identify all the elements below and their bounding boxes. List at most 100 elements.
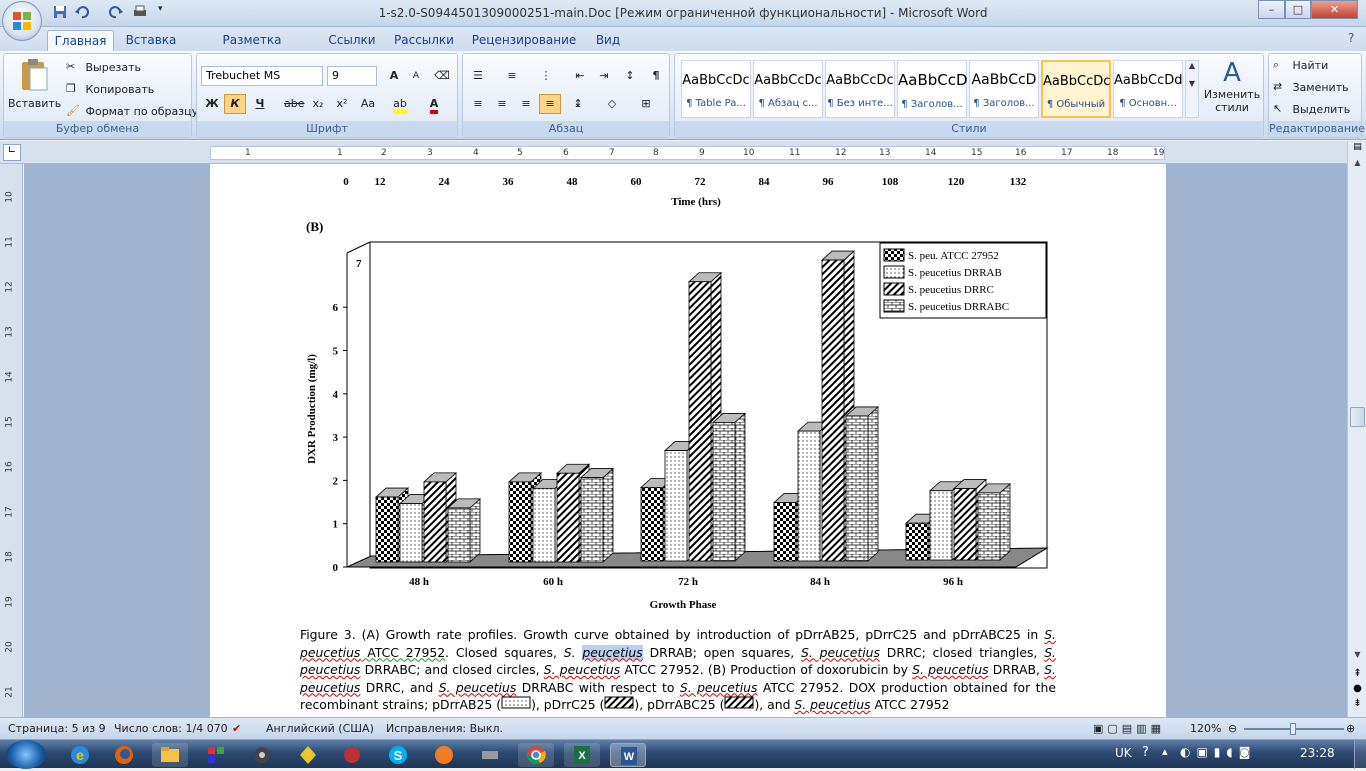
format-painter-button[interactable]: 🖌 Формат по образцу: [66, 104, 198, 120]
browse-object-icon[interactable]: ●: [1353, 683, 1362, 694]
superscript-button[interactable]: x²: [336, 97, 348, 110]
borders-icon[interactable]: ⊞: [641, 97, 651, 110]
style-heading-1[interactable]: AaBbCcD ¶ Заголов...: [897, 60, 968, 118]
zoom-level[interactable]: 120%: [1190, 722, 1222, 735]
chrome-icon[interactable]: [518, 743, 554, 767]
replace-button[interactable]: ⇄ Заменить: [1273, 80, 1349, 96]
app-icon[interactable]: [198, 743, 234, 767]
tab-references[interactable]: Ссылки: [328, 33, 376, 47]
decrease-indent-icon[interactable]: ⇤: [575, 69, 585, 82]
align-center-icon[interactable]: ≡: [497, 97, 507, 110]
help-tray-icon[interactable]: ?: [1142, 745, 1149, 760]
qat-customize-icon[interactable]: ▾: [158, 4, 163, 14]
style-heading-2[interactable]: AaBbCcD ¶ Заголов...: [969, 60, 1039, 118]
scroll-down-icon[interactable]: ▼: [1354, 650, 1361, 659]
office-button[interactable]: [2, 1, 42, 41]
find-button[interactable]: ⌕ Найти: [1273, 58, 1328, 74]
style-list-paragraph[interactable]: AaBbCcDc ¶ Абзац с...: [753, 60, 823, 118]
numbering-icon[interactable]: ≡: [507, 69, 517, 82]
tab-view[interactable]: Вид: [595, 33, 621, 47]
start-button[interactable]: [6, 740, 46, 769]
change-styles-button[interactable]: A Изменить стили: [1203, 58, 1261, 114]
firefox-icon[interactable]: [106, 743, 142, 767]
document-canvas[interactable]: 0 12 24 36 48 60 72 84 96 108 120 132 Time (hrs) (B…: [24, 164, 1347, 717]
print-icon[interactable]: [132, 4, 148, 20]
align-left-icon[interactable]: ≡: [473, 97, 483, 110]
horizontal-ruler[interactable]: ∟ 1 1 2 3 4 5 6 7 8 9 10 11 12 13 14 15 16 17 18 19: [0, 141, 1366, 164]
styles-scroll-icon[interactable]: ▲ ▼: [1185, 60, 1199, 118]
tab-review[interactable]: Рецензирование: [471, 33, 577, 47]
ie-icon[interactable]: e: [62, 743, 98, 767]
show-desktop-button[interactable]: [1354, 740, 1366, 769]
style-normal[interactable]: AaBbCcDc ¶ Обычный: [1041, 60, 1111, 118]
page-count[interactable]: Страница: 5 из 9: [8, 722, 106, 735]
line-spacing-icon[interactable]: ↨: [573, 97, 583, 110]
shading-icon[interactable]: ◇: [607, 97, 617, 110]
change-case-button[interactable]: Aa: [360, 97, 376, 110]
increase-indent-icon[interactable]: ⇥: [599, 69, 609, 82]
clear-format-icon[interactable]: ⌫: [434, 69, 450, 82]
tab-selector-icon[interactable]: ∟: [3, 144, 21, 161]
justify-icon[interactable]: ≡: [539, 94, 561, 114]
font-color-icon[interactable]: A: [423, 94, 445, 114]
tool-icon[interactable]: [472, 743, 508, 767]
style-no-spacing[interactable]: AaBbCcDc ¶ Без инте...: [825, 60, 895, 118]
style-body-text[interactable]: AaBbCcDd ¶ Основн...: [1113, 60, 1183, 118]
program-icon[interactable]: [334, 743, 370, 767]
zoom-in-icon[interactable]: ⊕: [1346, 722, 1356, 735]
zoom-slider-thumb[interactable]: [1290, 723, 1296, 735]
vertical-scrollbar[interactable]: ▤ ▲ ▼ ⇞ ● ⇟: [1347, 142, 1366, 717]
word-count[interactable]: Число слов: 1/4 070: [114, 722, 228, 735]
align-right-icon[interactable]: ≡: [521, 97, 531, 110]
undo-icon[interactable]: [74, 4, 90, 20]
italic-button[interactable]: К: [224, 94, 246, 114]
ruler-toggle-icon[interactable]: ▤: [1353, 142, 1362, 152]
language-status[interactable]: Английский (США): [266, 722, 374, 735]
figure-caption[interactable]: Figure 3. (A) Growth rate profiles. Grow…: [300, 626, 1056, 714]
word-icon[interactable]: W: [610, 743, 646, 767]
tray-icons[interactable]: ◐▣▮◖◙: [1180, 745, 1257, 759]
excel-icon[interactable]: X: [564, 743, 600, 767]
previous-page-icon[interactable]: ⇞: [1353, 668, 1362, 679]
cut-button[interactable]: ✂ Вырезать: [66, 60, 141, 76]
bullets-icon[interactable]: ☰: [473, 69, 483, 82]
underline-button[interactable]: Ч: [255, 97, 265, 110]
proofing-icon[interactable]: ✔: [232, 722, 242, 735]
media-icon[interactable]: [244, 743, 280, 767]
copy-button[interactable]: ❐ Копировать: [66, 82, 154, 98]
multilevel-list-icon[interactable]: ⋮: [540, 69, 552, 82]
shrink-font-button[interactable]: A: [412, 71, 420, 81]
tab-insert[interactable]: Вставка: [125, 33, 177, 47]
sort-icon[interactable]: ↕: [625, 69, 635, 82]
grow-font-button[interactable]: A: [389, 69, 399, 82]
skype-icon[interactable]: S: [380, 743, 416, 767]
strikethrough-button[interactable]: abe: [284, 97, 305, 110]
help-icon[interactable]: ?: [1348, 31, 1355, 45]
close-button[interactable]: ✕: [1311, 0, 1358, 19]
avast-icon[interactable]: [426, 743, 462, 767]
paste-button[interactable]: Вставить: [8, 58, 61, 120]
tab-page-layout[interactable]: Разметка страницы: [221, 33, 283, 67]
subscript-button[interactable]: x₂: [312, 97, 324, 110]
torrent-icon[interactable]: [290, 743, 326, 767]
scroll-up-icon[interactable]: ▲: [1354, 158, 1361, 167]
font-size-combo[interactable]: 9: [327, 66, 377, 86]
style-table-paragraph[interactable]: AaBbCcDc ¶ Table Pa...: [681, 60, 751, 118]
redo-icon[interactable]: [108, 4, 124, 20]
view-buttons-icon[interactable]: ▣▢▤▥▦: [1093, 722, 1165, 735]
highlight-icon[interactable]: ab: [389, 94, 411, 114]
keyboard-language[interactable]: UK: [1115, 746, 1132, 760]
document-page[interactable]: 0 12 24 36 48 60 72 84 96 108 120 132 Time (hrs) (B…: [210, 164, 1166, 717]
tab-home[interactable]: Главная: [47, 30, 114, 51]
tab-mailings[interactable]: Рассылки: [394, 33, 454, 47]
next-page-icon[interactable]: ⇟: [1353, 698, 1362, 709]
zoom-out-icon[interactable]: ⊖: [1228, 722, 1238, 735]
save-icon[interactable]: [52, 4, 68, 20]
bold-button[interactable]: Ж: [205, 97, 219, 110]
tray-expand-icon[interactable]: ▴: [1162, 745, 1168, 758]
explorer-icon[interactable]: [152, 743, 188, 767]
show-marks-button[interactable]: ¶: [652, 69, 660, 82]
select-button[interactable]: ↖ Выделить: [1273, 102, 1350, 118]
minimize-button[interactable]: –: [1258, 0, 1285, 19]
maximize-button[interactable]: □: [1285, 0, 1311, 19]
